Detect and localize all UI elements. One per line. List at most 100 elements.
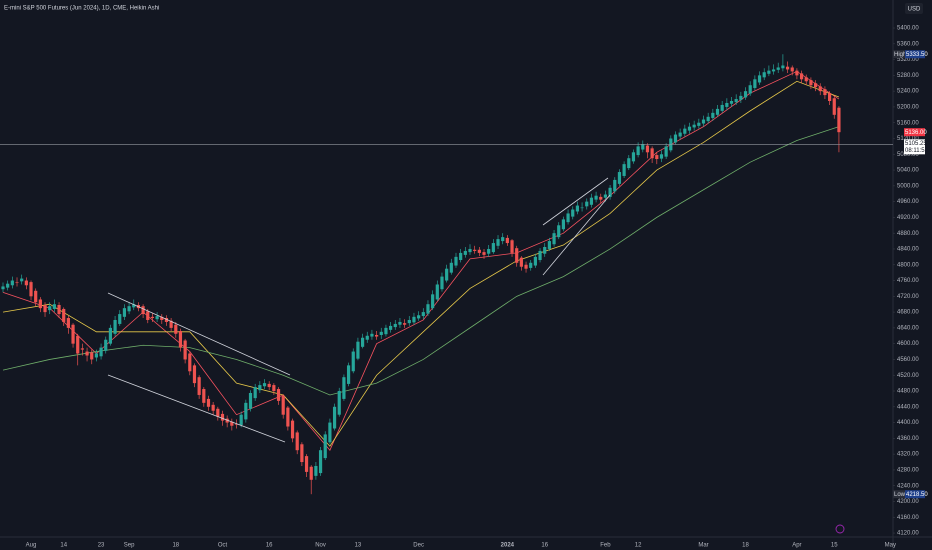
- y-tick-label: 5280.00: [897, 73, 919, 79]
- candle-body: [234, 424, 239, 425]
- currency-box[interactable]: [905, 3, 923, 14]
- currency[interactable]: USD: [908, 7, 921, 13]
- candle-body: [753, 79, 757, 88]
- x-tick-label: May: [885, 543, 896, 549]
- candle-body: [267, 383, 271, 388]
- x-tick-label: Apr: [792, 543, 801, 549]
- y-tick-label: 4200.00: [897, 499, 919, 505]
- candle-body: [776, 67, 780, 70]
- candle-body: [94, 353, 98, 358]
- candle-body: [655, 155, 659, 160]
- y-tick-label: 5160.00: [897, 120, 919, 126]
- candle-body: [230, 421, 234, 426]
- candle-body: [309, 466, 313, 480]
- candle-body: [66, 318, 70, 328]
- current-price-box: [904, 139, 925, 155]
- candle-body: [767, 70, 771, 74]
- candle-body: [421, 312, 425, 317]
- x-tick-label: 12: [635, 543, 642, 549]
- y-tick-label: 4560.00: [897, 357, 919, 363]
- candle-body: [589, 197, 594, 205]
- candle-body: [244, 402, 248, 420]
- marker-name: High: [894, 52, 906, 58]
- countdown-label: 08:11:52: [905, 148, 929, 154]
- marker-name-box: [893, 50, 905, 59]
- marker-value: 4218.50: [906, 492, 928, 498]
- candle-body: [832, 98, 836, 115]
- candle-body: [781, 65, 785, 69]
- candle-body: [799, 73, 804, 80]
- candle-body: [529, 262, 533, 268]
- candle-body: [790, 67, 794, 72]
- candle-body: [351, 351, 355, 372]
- candle-body: [239, 414, 243, 425]
- x-tick-label: Oct: [218, 543, 228, 549]
- candle-body: [837, 107, 841, 133]
- candle-body: [356, 341, 360, 359]
- candle-body: [510, 240, 514, 253]
- candle-body: [524, 264, 528, 269]
- y-tick-label: 4600.00: [897, 341, 919, 347]
- candle-body: [561, 219, 565, 230]
- y-tick-label: 4720.00: [897, 294, 919, 300]
- candle-body: [515, 248, 519, 263]
- candle-body: [547, 241, 551, 249]
- candle-body: [220, 413, 225, 421]
- candle-body: [617, 172, 622, 184]
- candle-body: [804, 77, 808, 82]
- candle-body: [809, 80, 813, 86]
- candle-body: [300, 444, 304, 463]
- candle-body: [76, 335, 80, 354]
- candle-body: [141, 306, 145, 315]
- candle-body: [533, 256, 537, 266]
- candle-body: [417, 315, 421, 319]
- y-tick-label: 4440.00: [897, 404, 919, 410]
- event-icon-circle[interactable]: [835, 524, 845, 534]
- y-tick-label: 5320.00: [897, 57, 919, 63]
- candle-body: [332, 406, 337, 429]
- candle-body: [659, 154, 664, 159]
- candle-body: [725, 102, 729, 107]
- candle-body: [10, 280, 14, 286]
- x-tick-label: Feb: [600, 543, 611, 549]
- candle-body: [379, 331, 383, 335]
- y-tick-label: 4400.00: [897, 420, 919, 426]
- candle-body: [216, 408, 220, 417]
- x-tick-label: Dec: [413, 543, 424, 549]
- event-icon[interactable]: [835, 524, 845, 534]
- candle-body: [729, 101, 734, 104]
- candle-body: [557, 225, 561, 238]
- candle-body: [6, 283, 10, 288]
- candle-body: [197, 377, 201, 395]
- candle-body: [90, 352, 94, 360]
- candle-body: [178, 331, 183, 348]
- candle-body: [795, 70, 799, 76]
- candle-body: [580, 207, 584, 209]
- y-tick-label: 4360.00: [897, 436, 919, 442]
- y-tick-label: 4640.00: [897, 325, 919, 331]
- candle-body: [477, 249, 481, 253]
- candle-body: [538, 250, 542, 261]
- candle-body: [468, 248, 472, 253]
- candle-body: [29, 282, 33, 297]
- candle-body: [15, 282, 19, 283]
- candle-body: [113, 319, 117, 334]
- candle-body: [575, 205, 580, 212]
- candle-body: [314, 465, 318, 476]
- candle-body: [613, 179, 617, 192]
- y-tick-label: 5080.00: [897, 152, 919, 158]
- candle-body: [818, 86, 822, 92]
- candle-body: [496, 239, 500, 246]
- candle-body: [697, 122, 701, 126]
- x-tick-label: Sep: [124, 543, 135, 549]
- y-tick-label: 4520.00: [897, 373, 919, 379]
- plot-area: [1, 54, 841, 495]
- candle-body: [346, 365, 351, 384]
- candle-body: [552, 233, 556, 245]
- candle-body: [272, 385, 276, 392]
- candle-body: [813, 83, 818, 88]
- trend-line: [107, 292, 291, 376]
- candle-body: [491, 243, 495, 253]
- candle-body: [739, 95, 743, 100]
